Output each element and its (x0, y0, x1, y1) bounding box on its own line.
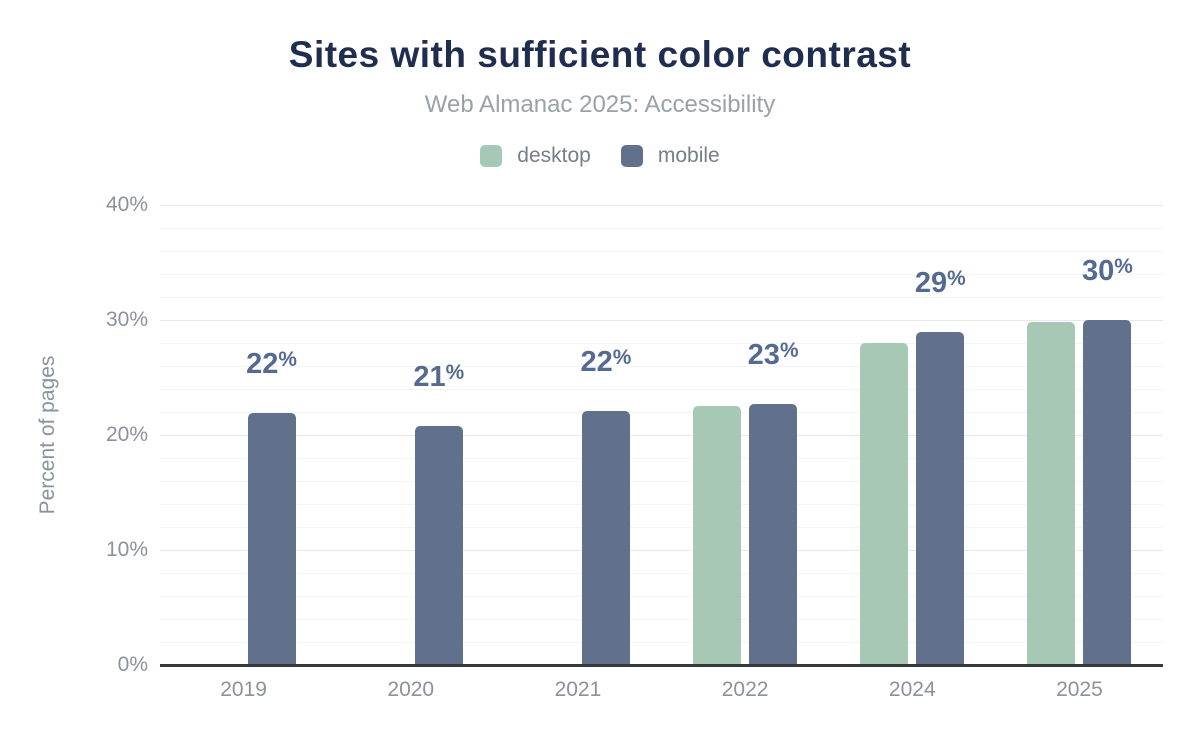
data-label-2025: 30% (1082, 255, 1133, 287)
gridline (160, 457, 1163, 459)
gridline (160, 480, 1163, 482)
data-label-2024: 29% (914, 266, 966, 299)
chart-title: Sites with sufficient color contrast (288, 34, 912, 75)
legend-item-desktop[interactable]: desktop (480, 144, 591, 168)
y-tick-label: 0% (117, 653, 148, 676)
bar-mobile-2021[interactable] (581, 410, 630, 665)
data-label-2020: 21% (413, 360, 465, 393)
gridline (160, 204, 1163, 206)
gridline (160, 388, 1163, 390)
y-tick-label: 30% (105, 308, 148, 331)
y-tick-label: 40% (105, 193, 148, 216)
bar-group-2025: 30% (996, 205, 1163, 665)
x-axis-tick-labels: 2019 2020 2021 2022 2024 2025 (160, 678, 1163, 702)
data-label-2022: 23% (747, 338, 799, 371)
legend-swatch-desktop-icon (480, 145, 503, 167)
bar-group-2021: 22% (494, 205, 661, 665)
data-label-2021: 22% (580, 345, 632, 378)
legend-label-desktop: desktop (517, 144, 591, 167)
gridline (160, 503, 1163, 505)
gridline (160, 365, 1163, 367)
gridline (160, 227, 1163, 229)
gridline (160, 618, 1163, 620)
gridline (160, 572, 1163, 574)
gridline (160, 273, 1163, 275)
legend-item-mobile[interactable]: mobile (620, 144, 720, 168)
bar-mobile-2025[interactable] (1083, 320, 1132, 665)
bar-desktop-2025[interactable] (1027, 322, 1076, 665)
legend: desktop mobile (0, 144, 1200, 168)
bar-group-2022: 23% (662, 205, 829, 665)
x-tick-label-2019: 2019 (220, 678, 267, 701)
x-tick-label-2020: 2020 (387, 678, 435, 701)
y-tick-label: 20% (105, 423, 148, 446)
gridline (160, 411, 1163, 413)
gridline (160, 595, 1163, 597)
y-axis-tick-labels: 0% 10% 20% 30% 40% (0, 193, 148, 676)
bar-group-2024: 29% (829, 205, 996, 665)
bar-mobile-2019[interactable] (247, 413, 296, 665)
bar-groups: 22% 21% 22% 23% 29% 30% (160, 205, 1163, 665)
x-tick-label-2021: 2021 (554, 678, 602, 701)
gridline (160, 319, 1163, 321)
gridline (160, 342, 1163, 344)
x-tick-label-2024: 2024 (888, 678, 936, 701)
x-tick-label-2022: 2022 (721, 678, 769, 701)
chart-subtitle: Web Almanac 2025: Accessibility (424, 91, 776, 118)
gridline (160, 641, 1163, 643)
gridline (160, 526, 1163, 528)
x-tick-label-2025: 2025 (1056, 678, 1103, 701)
gridline (160, 296, 1163, 298)
bar-group-2020: 21% (327, 205, 494, 665)
bar-group-2019: 22% (160, 205, 327, 665)
y-tick-label: 10% (105, 538, 148, 561)
plot-area: 22% 21% 22% 23% 29% 30% (160, 204, 1163, 667)
legend-swatch-mobile-icon (620, 145, 643, 167)
gridline (160, 549, 1163, 551)
bar-desktop-2024[interactable] (860, 343, 909, 665)
x-axis-line (160, 664, 1163, 667)
data-label-2019: 22% (246, 348, 297, 381)
legend-label-mobile: mobile (657, 144, 720, 167)
gridline (160, 250, 1163, 252)
bar-desktop-2022[interactable] (693, 406, 742, 665)
bar-mobile-2020[interactable] (414, 425, 463, 665)
bar-mobile-2024[interactable] (916, 331, 965, 665)
bar-mobile-2022[interactable] (749, 403, 798, 665)
gridline (160, 434, 1163, 436)
